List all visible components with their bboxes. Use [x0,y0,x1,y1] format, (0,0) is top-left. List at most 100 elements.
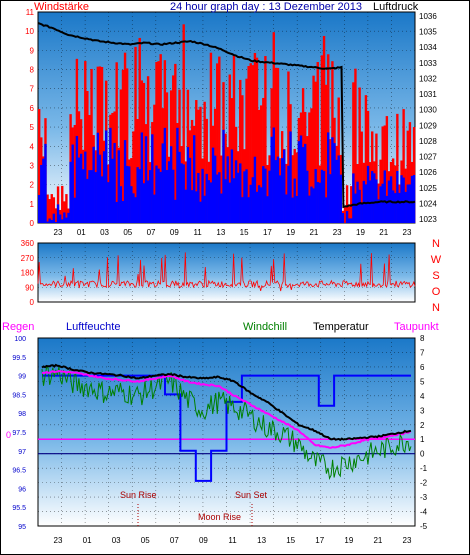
gust-bar [220,155,223,223]
temperature-tick-label: 2 [420,421,425,430]
gust-bar [125,68,129,223]
gust-bar [264,56,267,223]
wind-tick-label: 4 [30,142,35,151]
avg-bar [79,153,83,223]
avg-bar [109,127,112,223]
avg-bar [224,179,227,223]
gust-bar [121,69,125,224]
avg-bar [153,194,156,223]
wind-tick-label: 0 [30,219,35,228]
gust-bar [90,68,93,224]
gust-bar [88,115,91,223]
sun-rise-label: Sun Rise [120,490,157,500]
bottom-x-tick-label: 07 [170,536,179,545]
avg-bar [201,168,204,223]
gust-bar [253,52,257,223]
avg-bar [56,204,60,223]
temperature-tick-label: 0 [420,450,425,459]
gust-bar [48,199,51,223]
sun-set-label: Sun Set [235,490,268,500]
top-x-tick-label: 21 [309,228,318,237]
zero-axis-label: 0 [6,430,11,440]
avg-bar [130,186,133,223]
avg-bar [157,168,160,223]
top-x-tick-label: 07 [147,228,156,237]
direction-tick-label: 90 [25,283,34,292]
avg-bar [339,174,342,223]
direction-tick-label: 270 [21,254,35,263]
temperature-tick-label: 1 [420,435,425,444]
avg-bar [44,143,47,223]
avg-bar [243,171,246,223]
avg-bar [180,163,183,223]
avg-bar [255,191,259,223]
avg-bar [123,140,127,223]
avg-bar [222,129,225,223]
gust-bar [347,206,351,223]
avg-bar [301,147,305,223]
avg-bar [383,170,386,223]
avg-bar [310,186,313,223]
avg-bar [115,201,118,223]
avg-bar [105,130,108,223]
gust-bar [155,61,158,223]
bottom-x-tick-label: 21 [373,536,382,545]
avg-bar [345,211,349,223]
pressure-tick-label: 1031 [419,90,437,99]
avg-bar [140,132,144,223]
avg-bar [358,189,361,223]
avg-bar [142,183,146,223]
gust-bar [54,208,58,223]
windchill-series [41,366,412,481]
avg-bar [257,185,261,223]
avg-bar [324,197,328,223]
gust-bar [324,84,328,223]
gust-bar [142,82,146,223]
pressure-line [37,22,416,209]
windchill-line [41,366,412,481]
avg-bar [272,127,275,223]
avg-bar [320,169,324,223]
avg-bar [329,174,332,223]
avg-bar [186,147,190,223]
bottom-x-tick-label: 11 [228,536,237,545]
avg-bar [96,132,100,223]
avg-bar [293,178,296,223]
avg-bar [251,177,255,223]
gust-bar [159,54,162,224]
wind-tick-label: 3 [30,161,35,170]
gust-bar [134,46,137,223]
gust-bar [364,95,368,223]
gust-bar [239,79,242,223]
wind-tick-label: 10 [25,27,34,36]
avg-bar [125,165,129,223]
avg-bar [264,168,267,223]
avg-bar [253,156,257,223]
avg-bar [163,127,167,223]
avg-bar [174,199,177,223]
chart-title: 24 hour graph day : 13 Dezember 2013 [170,1,362,13]
avg-bar [167,161,171,223]
avg-bar [391,190,395,223]
wind-tick-label: 11 [26,8,35,17]
avg-bar [412,174,416,223]
pressure-y-ticks: 1023 1024 1025 1026 1027 1028 1029 1030 1031 1032… [419,12,437,224]
avg-bar [146,180,150,223]
humidity-tick-label: 96 [18,486,26,493]
pressure-tick-label: 1032 [419,74,437,83]
temperature-tick-label: -4 [420,508,428,517]
avg-bar [303,143,307,223]
pressure-tick-label: 1035 [419,28,437,37]
avg-bar [396,171,399,223]
temperature-tick-label: 6 [420,363,425,372]
avg-bar [366,165,370,223]
avg-bar [404,191,407,223]
avg-bar [408,184,412,223]
avg-bar [268,170,271,223]
avg-bar [400,175,403,223]
bottom-x-tick-label: 13 [257,536,266,545]
direction-y-ticks: 0 90 180 270 360 [21,239,35,307]
gust-bar [86,91,89,223]
avg-bar [102,151,106,223]
